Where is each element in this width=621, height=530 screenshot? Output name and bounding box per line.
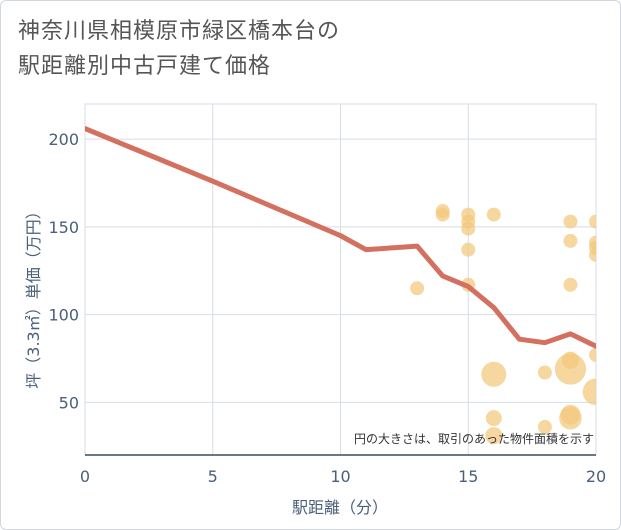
bubble-point[interactable] bbox=[537, 419, 552, 434]
chart-title-line-2: 駅距離別中古戸建て価格 bbox=[18, 54, 272, 79]
bubble-point[interactable] bbox=[485, 410, 502, 427]
chart-title: 神奈川県相模原市緑区橋本台の 駅距離別中古戸建て価格 bbox=[18, 14, 340, 84]
bubble-point[interactable] bbox=[481, 361, 507, 387]
bubble-point[interactable] bbox=[563, 233, 578, 248]
x-axis-title: 駅距離（分） bbox=[292, 498, 388, 517]
bubble-point[interactable] bbox=[461, 242, 476, 257]
bubble-point[interactable] bbox=[589, 347, 603, 362]
bubble-point[interactable] bbox=[486, 207, 501, 222]
grid-lines bbox=[84, 103, 597, 456]
bubble-series bbox=[410, 204, 610, 445]
average-price-line bbox=[85, 126, 596, 349]
bubble-point[interactable] bbox=[563, 277, 578, 292]
bubble-size-note: 円の大きさは、取引のあった物件面積を示す bbox=[354, 431, 594, 446]
x-tick-label: 10 bbox=[330, 467, 350, 486]
axes: 0 5 10 15 20 50 100 150 200 bbox=[48, 130, 606, 486]
bubble-point[interactable] bbox=[485, 427, 503, 445]
x-tick-label: 20 bbox=[586, 467, 606, 486]
bubble-point[interactable] bbox=[537, 365, 552, 380]
chart-title-line-1: 神奈川県相模原市緑区橋本台の bbox=[18, 19, 341, 44]
y-tick-label: 150 bbox=[48, 218, 79, 237]
x-tick-label: 5 bbox=[208, 467, 218, 486]
bubble-point[interactable] bbox=[461, 221, 476, 236]
y-tick-label: 200 bbox=[48, 130, 79, 149]
bubble-point[interactable] bbox=[559, 406, 582, 430]
line-series bbox=[85, 126, 596, 349]
bubble-point[interactable] bbox=[582, 378, 610, 406]
y-tick-label: 100 bbox=[48, 306, 79, 325]
y-axis-title: 坪（3.3㎡）単価（万円） bbox=[24, 203, 43, 388]
bubble-point[interactable] bbox=[589, 247, 603, 262]
x-tick-label: 15 bbox=[458, 467, 478, 486]
bubble-point[interactable] bbox=[410, 281, 425, 296]
bubble-point[interactable] bbox=[435, 207, 450, 222]
bubble-point[interactable] bbox=[563, 214, 578, 229]
y-tick-label: 50 bbox=[59, 393, 79, 412]
bubble-point[interactable] bbox=[589, 214, 603, 229]
x-tick-label: 0 bbox=[80, 467, 90, 486]
bubble-point[interactable] bbox=[554, 353, 587, 385]
